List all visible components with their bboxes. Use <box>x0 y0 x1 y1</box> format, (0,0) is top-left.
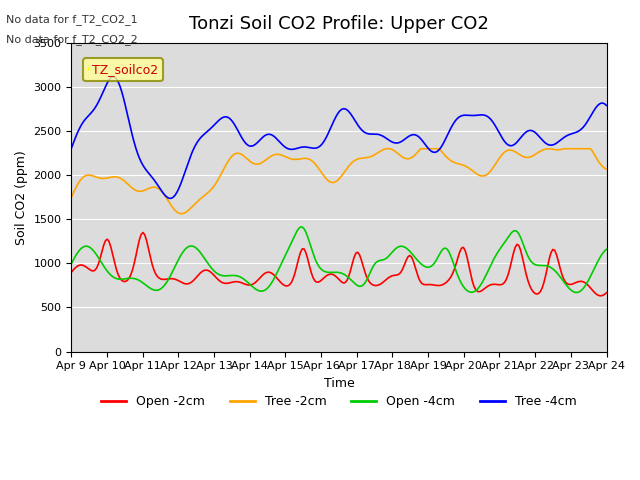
Open -2cm <box>139 229 147 235</box>
Tree -2cm <box>556 147 564 153</box>
Tree -4cm <box>109 74 116 80</box>
Open -4cm <box>603 246 611 252</box>
Open -4cm <box>388 250 396 256</box>
Line: Open -4cm: Open -4cm <box>72 227 607 292</box>
Y-axis label: Soil CO2 (ppm): Soil CO2 (ppm) <box>15 150 28 245</box>
Open -4cm <box>520 244 528 250</box>
Open -2cm <box>386 274 394 280</box>
Tree -4cm <box>166 195 173 201</box>
Open -2cm <box>388 273 396 279</box>
Open -4cm <box>397 243 404 249</box>
Open -2cm <box>397 270 404 276</box>
Tree -4cm <box>603 103 611 108</box>
Tree -2cm <box>390 147 397 153</box>
Tree -2cm <box>399 154 406 160</box>
Open -4cm <box>68 261 76 266</box>
Text: No data for f_T2_CO2_1: No data for f_T2_CO2_1 <box>6 14 138 25</box>
Tree -2cm <box>383 146 390 152</box>
Open -4cm <box>386 252 394 258</box>
Open -2cm <box>554 258 562 264</box>
Tree -4cm <box>390 140 397 145</box>
Tree -4cm <box>399 138 406 144</box>
Open -2cm <box>603 290 611 296</box>
Tree -2cm <box>603 166 611 172</box>
Open -2cm <box>69 267 77 273</box>
Text: No data for f_T2_CO2_2: No data for f_T2_CO2_2 <box>6 34 138 45</box>
Tree -2cm <box>177 211 184 216</box>
Open -2cm <box>597 293 605 299</box>
Tree -2cm <box>68 194 76 200</box>
Open -4cm <box>298 224 306 230</box>
Tree -4cm <box>522 129 530 135</box>
Open -4cm <box>69 257 77 263</box>
Line: Tree -2cm: Tree -2cm <box>72 149 607 214</box>
Open -2cm <box>68 269 76 275</box>
Legend: Open -2cm, Tree -2cm, Open -4cm, Tree -4cm: Open -2cm, Tree -2cm, Open -4cm, Tree -4… <box>96 390 582 413</box>
Tree -4cm <box>69 141 77 146</box>
Open -2cm <box>520 263 528 268</box>
Tree -4cm <box>556 138 564 144</box>
Line: Open -2cm: Open -2cm <box>72 232 607 296</box>
Tree -4cm <box>388 139 396 144</box>
Tree -2cm <box>69 191 77 196</box>
Open -4cm <box>572 289 580 295</box>
Line: Tree -4cm: Tree -4cm <box>72 77 607 198</box>
Tree -4cm <box>68 145 76 151</box>
Open -4cm <box>554 271 562 277</box>
Title: Tonzi Soil CO2 Profile: Upper CO2: Tonzi Soil CO2 Profile: Upper CO2 <box>189 15 489 33</box>
X-axis label: Time: Time <box>324 377 355 390</box>
Tree -2cm <box>522 155 530 160</box>
Tree -2cm <box>388 146 396 152</box>
